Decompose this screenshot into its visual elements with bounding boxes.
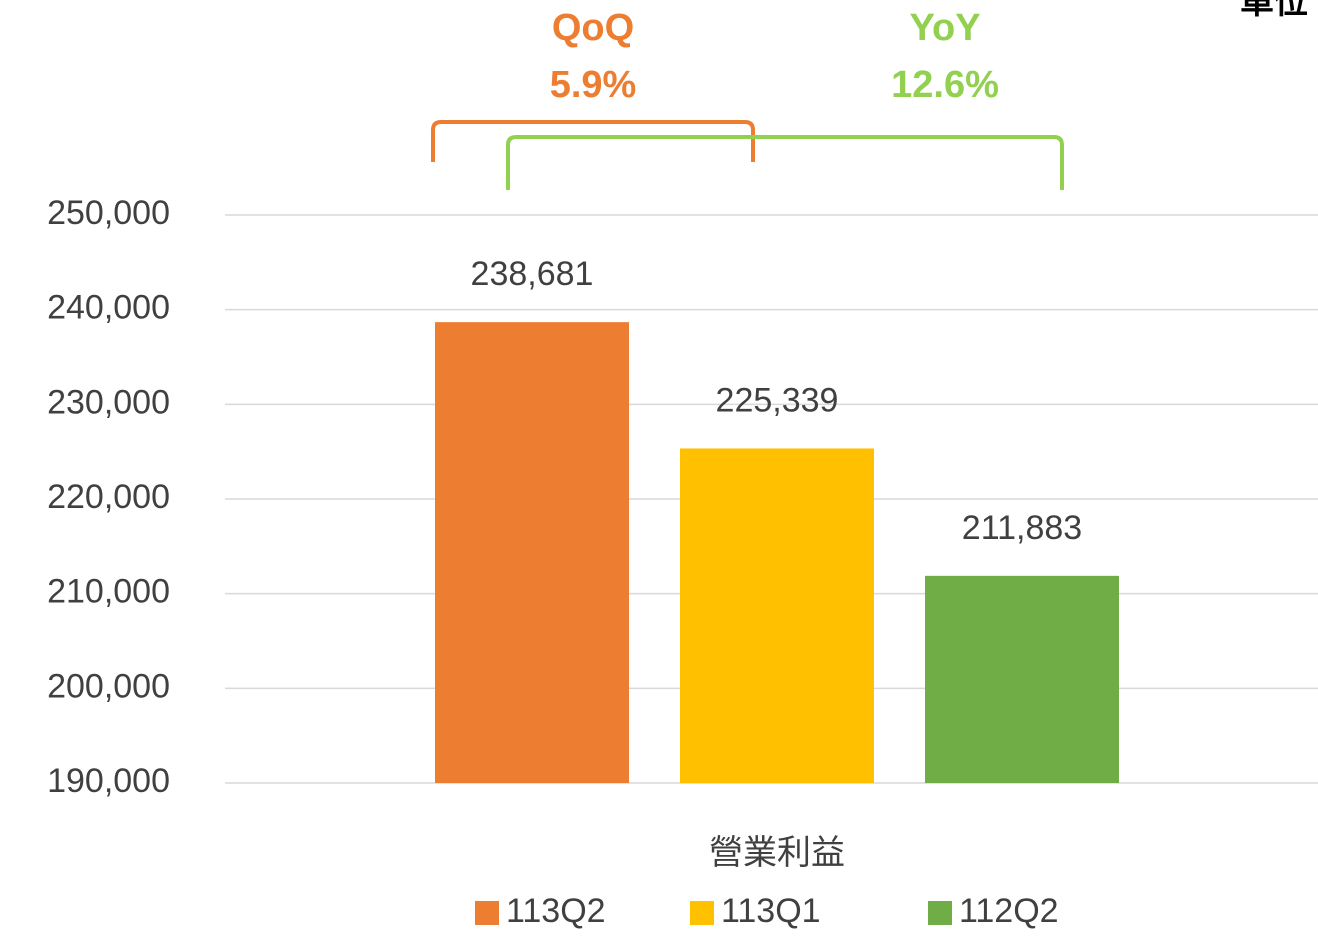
annotation-value: 12.6%: [891, 64, 999, 106]
data-label: 225,339: [716, 381, 839, 419]
y-tick-label: 220,000: [47, 478, 170, 516]
legend-swatch: [475, 901, 499, 925]
y-tick-label: 230,000: [47, 383, 170, 421]
yoy-bracket: [506, 135, 1064, 190]
legend-label: 112Q2: [959, 892, 1059, 930]
y-tick-label: 210,000: [47, 573, 170, 611]
bar: [925, 575, 1119, 783]
y-tick-label: 250,000: [47, 194, 170, 232]
bar: [435, 322, 629, 783]
bar: [680, 448, 874, 783]
y-tick-label: 240,000: [47, 289, 170, 327]
x-tick-label: 營業利益: [709, 834, 845, 872]
y-tick-label: 190,000: [47, 762, 170, 800]
qoq-bracket: [431, 120, 755, 162]
legend-label: 113Q1: [721, 892, 821, 930]
annotation-title: YoY: [909, 7, 980, 49]
y-tick-label: 200,000: [47, 667, 170, 705]
data-label: 211,883: [962, 509, 1082, 547]
legend-swatch: [928, 901, 952, 925]
data-label: 238,681: [471, 255, 594, 293]
legend-label: 113Q2: [506, 892, 606, 930]
legend-swatch: [690, 901, 714, 925]
unit-note: 單位: [1240, 0, 1308, 21]
annotation-value: 5.9%: [550, 64, 637, 106]
annotation-title: QoQ: [552, 7, 634, 49]
